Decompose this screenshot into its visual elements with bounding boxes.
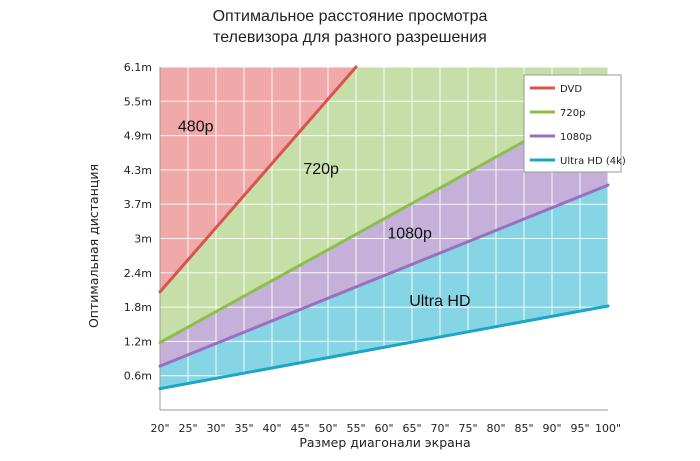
series-lines: [158, 65, 610, 391]
x-tick-label: 65": [402, 422, 421, 435]
x-tick-label: 40": [262, 422, 281, 435]
legend-entry: Ultra HD (4k): [560, 156, 626, 167]
y-axis-ticks: 0.6m 1.2m 1.8m 2.4m 3m 3.7m 4.3m 4.9m 5.5m 6.1m: [124, 61, 152, 383]
series-line-dvd: [158, 65, 358, 294]
y-tick-label: 5.5m: [124, 95, 152, 108]
region-label-480p: 480p: [178, 119, 214, 136]
legend-box: [523, 74, 622, 173]
chart-title-line-2: телевизора для разного разрешения: [213, 29, 487, 46]
x-tick-label: 75": [458, 422, 477, 435]
x-tick-label: 45": [290, 422, 309, 435]
y-tick-label: 1.2m: [124, 335, 152, 348]
x-tick-label: 60": [374, 422, 393, 435]
series-line-1080p: [158, 183, 610, 368]
x-tick-label: 70": [430, 422, 449, 435]
x-tick-label: 25": [178, 422, 197, 435]
region-label-1080p: 1080p: [387, 226, 432, 243]
x-tick-label: 100": [595, 422, 621, 435]
x-tick-label: 95": [570, 422, 589, 435]
y-tick-label: 2.4m: [124, 267, 152, 280]
y-tick-label: 0.6m: [124, 370, 152, 383]
x-axis-ticks: 20" 25" 30" 35" 40" 45" 50" 55" 60" 65" 70" 75" 80" 8…: [150, 422, 621, 435]
y-tick-label: 6.1m: [124, 61, 152, 74]
y-tick-label: 1.8m: [124, 301, 152, 314]
x-tick-label: 30": [206, 422, 225, 435]
region-label-ultra-hd: Ultra HD: [409, 293, 470, 310]
legend-entry: 720p: [560, 108, 585, 119]
y-axis-title: Оптимальная дистанция: [86, 164, 101, 328]
y-tick-label: 4.9m: [124, 130, 152, 143]
legend-entry: 1080p: [560, 132, 592, 143]
region-labels: 480p 720p 1080p Ultra HD: [178, 119, 471, 310]
region-label-720p: 720p: [303, 161, 339, 178]
chart-title-line-1: Оптимальное расстояние просмотра: [212, 8, 488, 25]
legend-entry: DVD: [560, 84, 582, 95]
x-tick-label: 85": [514, 422, 533, 435]
y-tick-label: 3.7m: [124, 198, 152, 211]
x-tick-label: 50": [318, 422, 337, 435]
y-tick-label: 4.3m: [124, 164, 152, 177]
series-line-ultra-hd-4k-: [158, 304, 610, 391]
x-tick-label: 20": [150, 422, 169, 435]
x-tick-label: 90": [542, 422, 561, 435]
x-tick-label: 80": [486, 422, 505, 435]
x-axis-title: Размер диагонали экрана: [299, 435, 470, 450]
x-tick-label: 55": [346, 422, 365, 435]
y-tick-label: 3m: [134, 233, 152, 246]
x-tick-label: 35": [234, 422, 253, 435]
legend: DVD 720p 1080p Ultra HD (4k): [523, 74, 626, 173]
